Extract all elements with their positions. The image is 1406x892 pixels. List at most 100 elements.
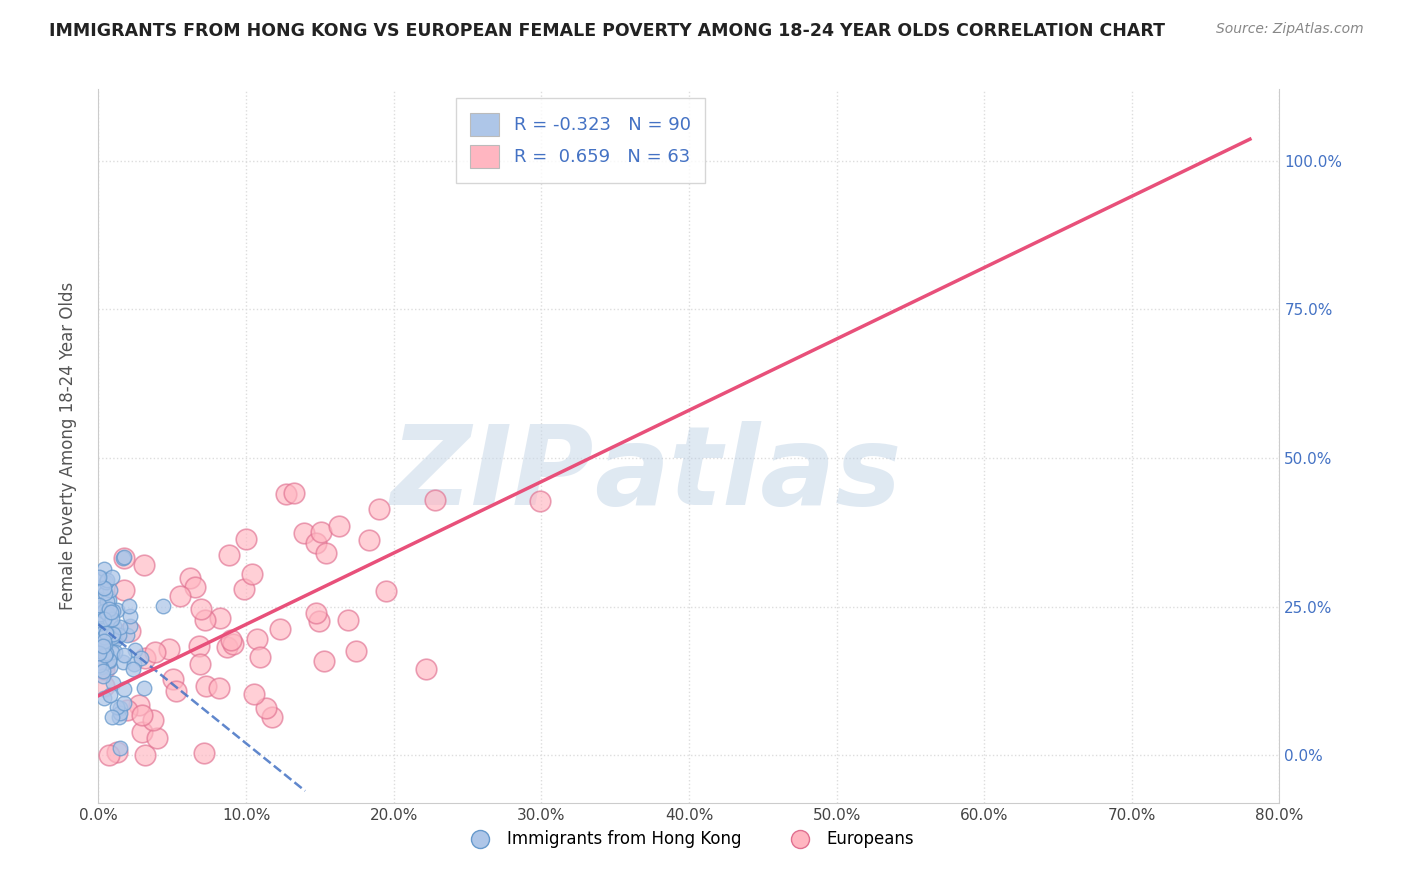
Point bbox=[120, 619, 142, 633]
Point bbox=[90, 627, 112, 641]
Point bbox=[97, 748, 120, 763]
Point bbox=[312, 654, 335, 668]
Point bbox=[105, 603, 128, 617]
Point bbox=[93, 691, 115, 706]
Point bbox=[89, 609, 111, 624]
Point bbox=[262, 710, 284, 724]
Point bbox=[101, 612, 124, 626]
Point bbox=[91, 639, 114, 653]
Point bbox=[357, 533, 380, 547]
Point bbox=[98, 613, 121, 627]
Point bbox=[90, 612, 112, 626]
Text: ZIP: ZIP bbox=[391, 421, 595, 528]
Point bbox=[415, 662, 437, 676]
Point bbox=[337, 613, 360, 627]
Point bbox=[115, 628, 138, 642]
Point bbox=[122, 657, 145, 671]
Point bbox=[90, 571, 112, 585]
Point bbox=[124, 643, 146, 657]
Point bbox=[157, 641, 180, 656]
Point bbox=[219, 633, 242, 648]
Text: Source: ZipAtlas.com: Source: ZipAtlas.com bbox=[1216, 22, 1364, 37]
Point bbox=[94, 646, 117, 660]
Point bbox=[112, 681, 135, 696]
Point bbox=[120, 624, 142, 639]
Point bbox=[367, 502, 389, 516]
Point bbox=[112, 648, 135, 663]
Point bbox=[111, 551, 134, 566]
Point bbox=[328, 518, 350, 533]
Y-axis label: Female Poverty Among 18-24 Year Olds: Female Poverty Among 18-24 Year Olds bbox=[59, 282, 77, 610]
Point bbox=[101, 676, 124, 690]
Point bbox=[96, 573, 118, 587]
Legend: Immigrants from Hong Kong, Europeans: Immigrants from Hong Kong, Europeans bbox=[457, 824, 921, 855]
Point bbox=[93, 562, 115, 576]
Point bbox=[162, 672, 184, 686]
Point bbox=[188, 657, 211, 671]
Point bbox=[89, 609, 111, 624]
Point bbox=[233, 582, 256, 597]
Point bbox=[304, 535, 326, 549]
Point bbox=[104, 645, 127, 659]
Point bbox=[292, 526, 315, 541]
Point bbox=[118, 599, 141, 613]
Point bbox=[249, 650, 271, 665]
Point bbox=[96, 635, 118, 649]
Point bbox=[108, 628, 131, 642]
Point bbox=[105, 700, 128, 714]
Point bbox=[101, 625, 124, 640]
Point bbox=[89, 607, 111, 622]
Point bbox=[90, 580, 112, 594]
Point bbox=[87, 625, 110, 640]
Point bbox=[108, 701, 131, 715]
Point bbox=[87, 599, 110, 613]
Point bbox=[104, 633, 127, 648]
Text: IMMIGRANTS FROM HONG KONG VS EUROPEAN FEMALE POVERTY AMONG 18-24 YEAR OLDS CORRE: IMMIGRANTS FROM HONG KONG VS EUROPEAN FE… bbox=[49, 22, 1166, 40]
Point bbox=[93, 612, 115, 626]
Point bbox=[128, 698, 150, 712]
Point bbox=[108, 706, 131, 720]
Point bbox=[187, 639, 209, 653]
Point bbox=[101, 630, 124, 644]
Point bbox=[143, 645, 166, 659]
Point bbox=[254, 700, 277, 714]
Point bbox=[112, 549, 135, 564]
Point bbox=[94, 636, 117, 650]
Point bbox=[93, 634, 115, 648]
Point bbox=[100, 688, 122, 702]
Point bbox=[235, 532, 257, 546]
Point bbox=[96, 607, 118, 621]
Point bbox=[89, 607, 111, 621]
Point bbox=[101, 604, 124, 618]
Point bbox=[90, 602, 112, 616]
Point bbox=[94, 586, 117, 600]
Point bbox=[195, 679, 218, 693]
Point bbox=[169, 589, 191, 603]
Point bbox=[152, 599, 174, 613]
Point bbox=[209, 611, 232, 625]
Point bbox=[222, 637, 245, 651]
Point bbox=[89, 634, 111, 648]
Point bbox=[217, 640, 239, 655]
Point bbox=[91, 607, 114, 621]
Point bbox=[93, 648, 115, 662]
Point bbox=[121, 662, 143, 676]
Point bbox=[305, 606, 328, 620]
Point bbox=[103, 619, 125, 633]
Point bbox=[93, 662, 115, 676]
Point bbox=[98, 652, 121, 666]
Point bbox=[87, 646, 110, 660]
Point bbox=[132, 681, 155, 695]
Point bbox=[93, 581, 115, 595]
Point bbox=[423, 492, 446, 507]
Point bbox=[114, 583, 136, 598]
Point bbox=[93, 633, 115, 648]
Point bbox=[117, 703, 139, 717]
Point bbox=[242, 687, 264, 701]
Point bbox=[94, 575, 117, 590]
Point bbox=[131, 707, 153, 722]
Point bbox=[190, 602, 212, 616]
Point bbox=[179, 571, 201, 585]
Point bbox=[93, 631, 115, 645]
Point bbox=[269, 622, 291, 636]
